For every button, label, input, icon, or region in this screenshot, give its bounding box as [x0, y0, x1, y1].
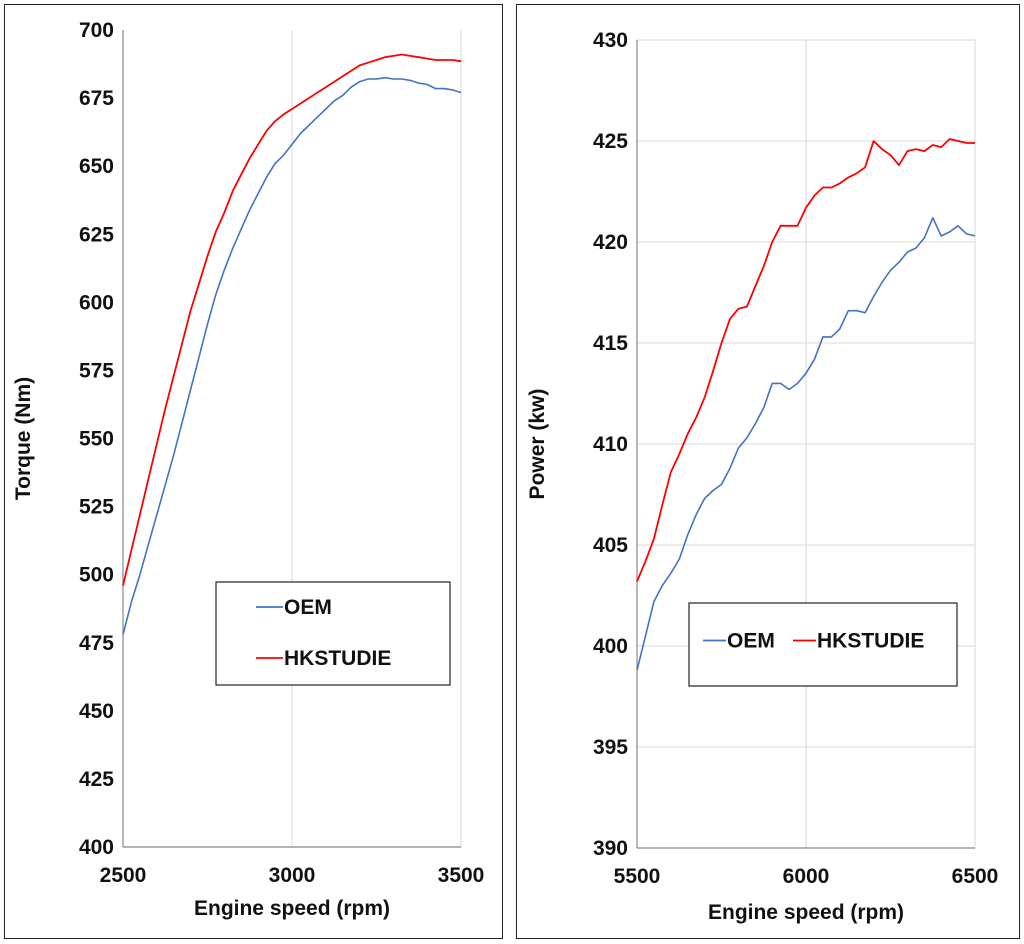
power-ytick-label: 430 [593, 29, 628, 52]
torque-ytick-label: 600 [79, 291, 114, 314]
power-xtick-label: 5500 [614, 865, 661, 888]
torque-ytick-label: 500 [79, 564, 114, 587]
power-legend: OEM HKSTUDIE [688, 602, 958, 687]
power-ytick-label: 410 [593, 433, 628, 456]
power-legend-box [688, 602, 958, 687]
power-y-axis-label: Power (kw) [526, 389, 549, 500]
power-x-axis-label: Engine speed (rpm) [708, 901, 904, 924]
power-ytick-label: 390 [593, 837, 628, 860]
torque-series-hkstudie-line [122, 53, 462, 586]
power-ytick-label: 420 [593, 231, 628, 254]
power-legend-label-oem: OEM [727, 630, 775, 653]
torque-ytick-label: 675 [79, 87, 114, 110]
power-chart: 390 395 400 405 410 415 420 425 430 5500 6000 6500 E… [526, 29, 998, 924]
power-series-oem-line [636, 217, 976, 671]
torque-xtick-label: 3000 [269, 864, 316, 887]
torque-legend-label-hkstudie: HKSTUDIE [284, 647, 391, 670]
torque-chart: 400 425 450 475 500 525 550 575 600 625 650 675 700 2… [12, 19, 484, 920]
torque-chart-panel [4, 4, 503, 939]
torque-xtick-label: 3500 [438, 864, 485, 887]
torque-ytick-label: 650 [79, 155, 114, 178]
power-xtick-label: 6000 [783, 865, 830, 888]
power-chart-panel [516, 4, 1020, 939]
torque-y-axis-label: Torque (Nm) [12, 377, 35, 500]
torque-ytick-label: 525 [79, 496, 114, 519]
torque-ytick-label: 700 [79, 19, 114, 42]
torque-ytick-label: 400 [79, 836, 114, 859]
torque-ytick-label: 550 [79, 428, 114, 451]
power-xtick-label: 6500 [952, 865, 999, 888]
power-ytick-label: 400 [593, 635, 628, 658]
power-ytick-label: 425 [593, 130, 628, 153]
torque-xtick-label: 2500 [100, 864, 147, 887]
torque-legend: OEM HKSTUDIE [215, 581, 451, 686]
torque-ytick-label: 575 [79, 359, 114, 382]
torque-series-oem-line [122, 76, 462, 635]
power-series-hkstudie-line [636, 138, 975, 582]
torque-legend-label-oem: OEM [284, 596, 332, 619]
power-ytick-label: 405 [593, 534, 628, 557]
torque-ytick-label: 425 [79, 768, 114, 791]
torque-legend-box [215, 581, 451, 686]
torque-ytick-label: 450 [79, 700, 114, 723]
torque-x-axis-label: Engine speed (rpm) [194, 897, 390, 920]
torque-ytick-label: 625 [79, 223, 114, 246]
power-legend-label-hkstudie: HKSTUDIE [817, 630, 924, 653]
torque-ytick-label: 475 [79, 632, 114, 655]
power-ytick-label: 415 [593, 332, 628, 355]
power-ytick-label: 395 [593, 736, 628, 759]
